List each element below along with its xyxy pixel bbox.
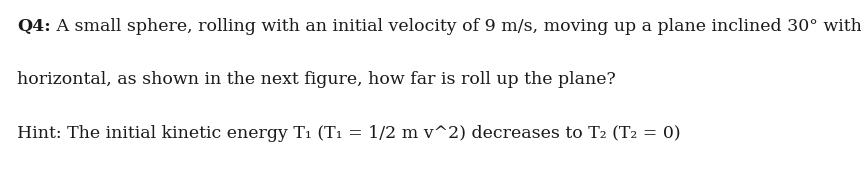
- Text: horizontal, as shown in the next figure, how far is roll up the plane?: horizontal, as shown in the next figure,…: [17, 71, 616, 88]
- Text: Q4:: Q4:: [17, 18, 51, 35]
- Text: Hint: The initial kinetic energy T₁ (T₁ = 1/2 m v^2) decreases to T₂ (T₂ = 0): Hint: The initial kinetic energy T₁ (T₁ …: [17, 125, 680, 142]
- Text: A small sphere, rolling with an initial velocity of 9 m/s, moving up a plane inc: A small sphere, rolling with an initial …: [51, 18, 861, 35]
